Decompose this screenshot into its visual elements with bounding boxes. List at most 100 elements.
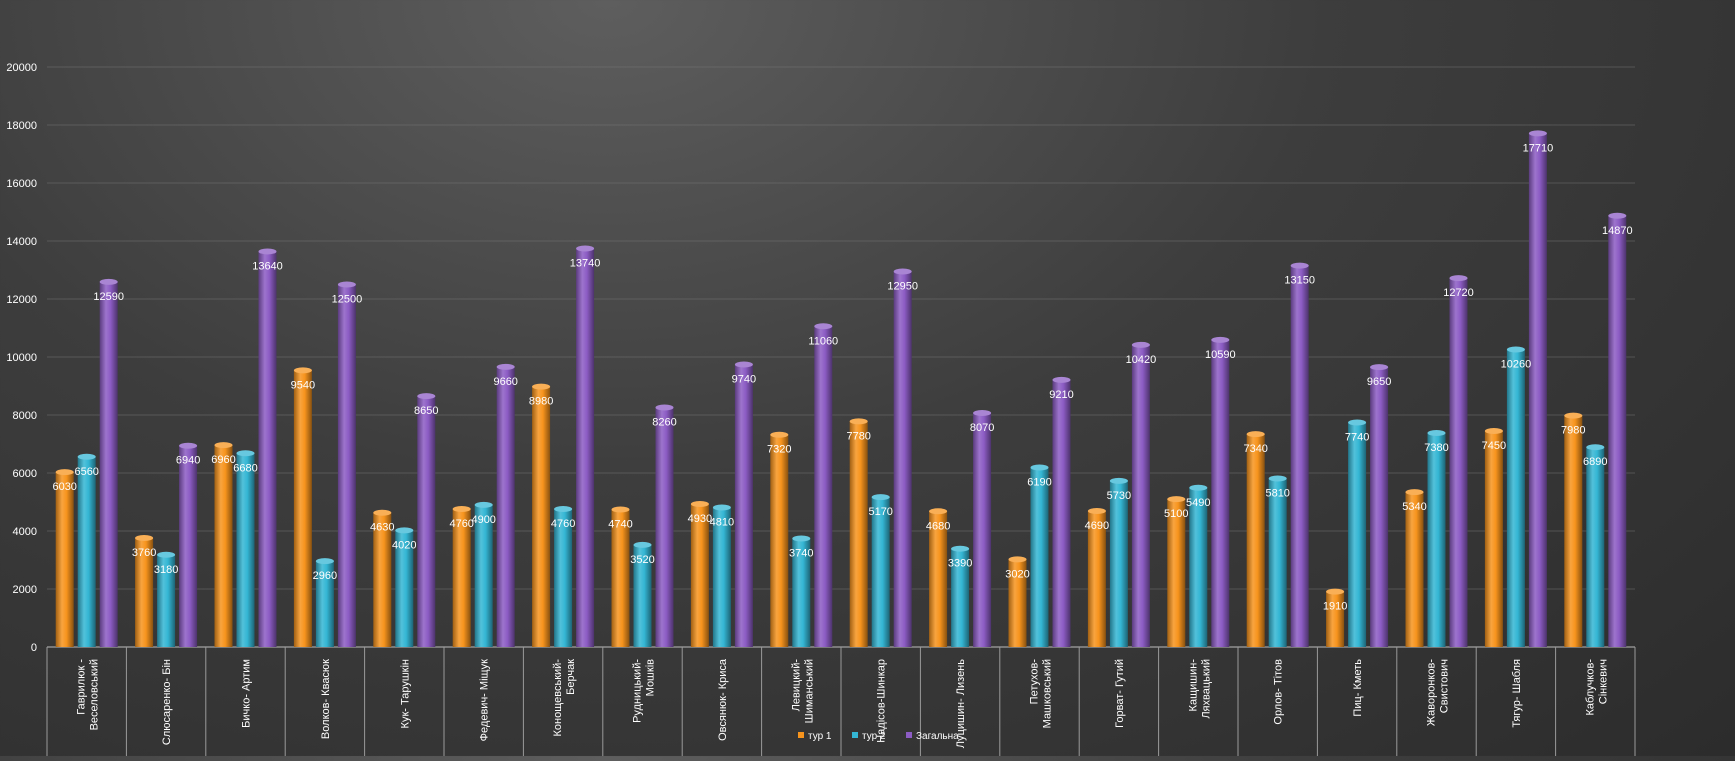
x-tick-label: Гаврилюк -Веселовський xyxy=(76,659,101,731)
bar xyxy=(1167,496,1186,647)
bar xyxy=(871,494,890,647)
bar-cap xyxy=(373,509,392,516)
bar xyxy=(1008,556,1027,647)
bar xyxy=(655,404,674,647)
data-label: 5490 xyxy=(1186,497,1210,509)
bar xyxy=(337,281,356,647)
y-tick-label: 0 xyxy=(31,642,37,654)
bar-cap xyxy=(99,278,118,285)
bar-cap xyxy=(157,551,176,558)
data-label: 13640 xyxy=(252,260,283,272)
bar xyxy=(1449,275,1468,647)
legend-swatch xyxy=(798,732,804,738)
bar-cap xyxy=(690,501,709,508)
bar xyxy=(417,393,436,647)
data-label: 9740 xyxy=(732,374,756,386)
x-tick-label: Пиц- Кметь xyxy=(1352,659,1364,717)
data-label: 6940 xyxy=(176,455,200,467)
data-label: 8650 xyxy=(414,405,438,417)
bar-cap xyxy=(1008,556,1027,563)
bar-body xyxy=(1586,447,1605,647)
bar xyxy=(734,361,753,647)
bar-cap xyxy=(258,248,277,255)
bar-body xyxy=(1484,430,1503,647)
bar xyxy=(1211,336,1230,647)
data-label: 4630 xyxy=(370,522,394,534)
x-tick-label: Федевич- Міщук xyxy=(479,659,491,741)
bar xyxy=(214,442,233,647)
bar xyxy=(1290,262,1309,647)
bar-cap xyxy=(1484,427,1503,434)
bar-body xyxy=(1246,434,1265,647)
data-label: 12500 xyxy=(332,294,363,306)
bar-body xyxy=(1109,480,1128,647)
bar-cap xyxy=(337,281,356,288)
data-label: 8260 xyxy=(652,416,676,428)
bar-body xyxy=(1564,415,1583,647)
x-tick-label: Тягур- Шабля xyxy=(1511,659,1523,728)
bar xyxy=(576,245,595,648)
bar-body xyxy=(452,508,471,647)
bar-cap xyxy=(214,442,233,449)
bar-cap xyxy=(1564,412,1583,419)
data-label: 10420 xyxy=(1126,354,1157,366)
x-tick-label: Орлов- Тітов xyxy=(1273,659,1285,725)
data-label: 5810 xyxy=(1265,488,1289,500)
legend: тур 1 тур 2 Загальна xyxy=(798,731,959,742)
bar xyxy=(1564,412,1583,647)
bar-body xyxy=(973,412,992,647)
bar-body xyxy=(893,271,912,647)
x-tick-label: Каблучков-Сінкевич xyxy=(1584,659,1609,716)
bar-body xyxy=(554,508,573,647)
bar-body xyxy=(1405,492,1424,647)
bar xyxy=(712,504,731,647)
legend-label: Загальна xyxy=(916,731,959,742)
bar-cap xyxy=(315,558,334,565)
bar xyxy=(1326,588,1345,647)
bar-body xyxy=(1087,510,1106,647)
bar xyxy=(1528,130,1547,647)
bar xyxy=(315,558,334,647)
bar-cap xyxy=(633,541,652,548)
bar-cap xyxy=(1290,262,1309,269)
bar-body xyxy=(734,364,753,647)
bar-body xyxy=(1268,478,1287,647)
bar-cap xyxy=(293,367,312,374)
bar-cap xyxy=(1268,475,1287,482)
bar-cap xyxy=(474,501,493,508)
x-tick-label: Петухов-Машковський xyxy=(1029,659,1054,729)
data-label: 6190 xyxy=(1027,476,1051,488)
bar-body xyxy=(55,472,74,647)
data-label: 6030 xyxy=(52,481,76,493)
data-label: 5100 xyxy=(1164,508,1188,520)
bar-cap xyxy=(496,363,515,370)
data-label: 3020 xyxy=(1005,568,1029,580)
data-label: 11060 xyxy=(808,335,838,347)
bar-cap xyxy=(1608,212,1627,219)
data-label: 3740 xyxy=(789,548,813,560)
data-label: 4810 xyxy=(710,517,734,529)
bar-body xyxy=(1030,467,1049,647)
bar-body xyxy=(1211,339,1230,647)
bar-body xyxy=(655,407,674,647)
bar-body xyxy=(1290,265,1309,647)
bar-body xyxy=(1348,422,1367,647)
legend-item: тур 1 xyxy=(798,731,832,742)
bar-cap xyxy=(236,450,255,457)
bar-cap xyxy=(554,505,573,512)
bar xyxy=(474,501,493,647)
bar-body xyxy=(135,537,154,647)
bar-cap xyxy=(871,494,890,501)
bar-body xyxy=(1131,344,1150,647)
x-tick-label: Надісов-Шинкар xyxy=(876,659,888,743)
data-label: 6890 xyxy=(1583,456,1607,468)
bar xyxy=(179,442,198,647)
bar-cap xyxy=(1211,336,1230,343)
bar-body xyxy=(1427,432,1446,647)
x-tick-label: Волков- Квасюк xyxy=(320,659,332,739)
x-tick-label: Кук- Тарушкін xyxy=(399,659,411,728)
bar xyxy=(99,278,118,647)
bar xyxy=(1427,429,1446,647)
bar-cap xyxy=(1087,507,1106,514)
bar xyxy=(554,505,573,647)
